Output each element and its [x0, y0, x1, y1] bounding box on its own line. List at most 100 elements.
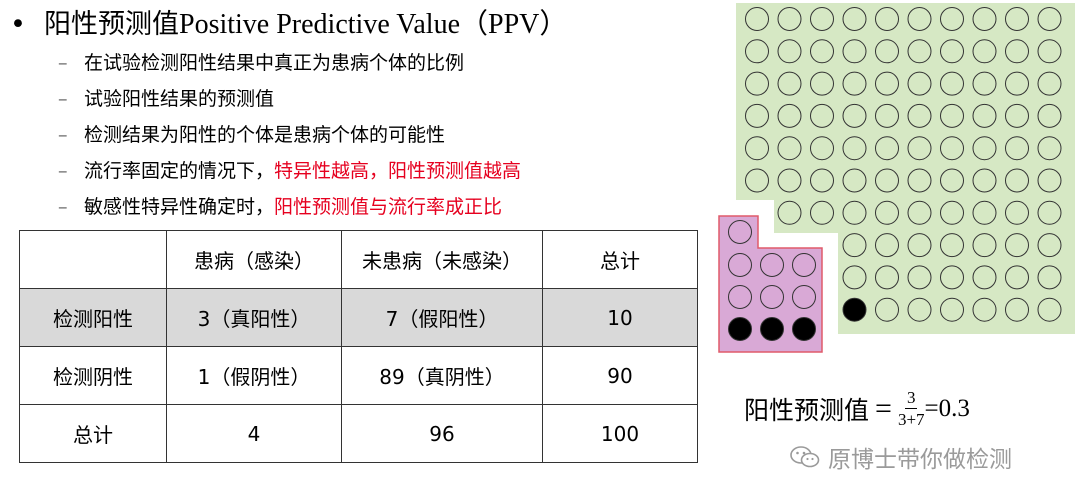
true-negative-dot: [907, 71, 932, 96]
true-negative-dot: [940, 297, 964, 322]
true-negative-dot: [1037, 297, 1062, 322]
dash-marker: –: [58, 88, 68, 110]
true-negative-dot: [972, 265, 997, 290]
formula-label: 阳性预测值: [744, 396, 870, 425]
true-negative-dot: [875, 136, 899, 161]
true-negative-dot: [972, 168, 997, 193]
table-cell: 4: [166, 404, 342, 463]
true-negative-dot: [1005, 168, 1029, 193]
true-negative-dot: [745, 71, 769, 96]
true-negative-dot: [842, 265, 867, 290]
true-negative-dot: [810, 200, 834, 225]
true-negative-dot: [810, 39, 834, 64]
true-negative-dot: [777, 71, 802, 96]
table-cell: 89（真阴性）: [341, 346, 543, 405]
bullet-list: – 在试验检测阳性结果中真正为患病个体的比例 – 试验阳性结果的预测值 – 检测结果为…: [58, 45, 521, 225]
dash-marker: –: [58, 52, 68, 74]
true-negative-dot: [1037, 103, 1062, 128]
bullet-item: – 流行率固定的情况下，特异性越高，阳性预测值越高: [58, 153, 521, 189]
true-negative-dot: [875, 39, 899, 64]
false-positive-dot: [728, 220, 752, 244]
true-negative-dot: [1005, 233, 1029, 258]
true-negative-dot: [842, 233, 867, 258]
true-negative-dot: [940, 233, 964, 258]
false-positive-dot: [760, 285, 784, 309]
watermark-text: 原博士带你做检测: [828, 447, 1012, 473]
true-negative-dot: [745, 103, 769, 128]
slide-title: • 阳性预测值Positive Predictive Value（PPV）: [10, 2, 567, 42]
true-positive-dot: [760, 317, 784, 341]
table-cell: 90: [542, 346, 698, 405]
table-cell: 7（假阳性）: [341, 288, 543, 347]
true-negative-dot: [972, 136, 997, 161]
watermark: 原博士带你做检测: [790, 440, 1012, 474]
true-negative-dot: [907, 200, 932, 225]
bullet-text: 试验阳性结果的预测值: [84, 88, 275, 110]
true-negative-dot: [810, 168, 834, 193]
formula-equals: =: [875, 392, 892, 425]
true-negative-dot: [745, 39, 769, 64]
true-negative-dot: [1005, 136, 1029, 161]
title-bullet: •: [10, 9, 26, 40]
true-negative-dot: [1005, 265, 1029, 290]
true-negative-dot: [972, 103, 997, 128]
false-positive-dot: [792, 253, 816, 277]
true-negative-dot: [1037, 168, 1062, 193]
true-negative-dot: [907, 103, 932, 128]
true-negative-dot: [810, 103, 834, 128]
true-negative-dot: [940, 103, 964, 128]
true-negative-dot: [907, 233, 932, 258]
formula-fraction: 3 3+7: [898, 388, 925, 431]
true-negative-dot: [810, 71, 834, 96]
true-negative-dot: [745, 168, 769, 193]
true-negative-dot: [875, 265, 899, 290]
true-negative-dot: [777, 7, 802, 31]
true-negative-dot: [842, 168, 867, 193]
bullet-item: – 敏感性特异性确定时，阳性预测值与流行率成正比: [58, 189, 521, 225]
formula-denominator: 3+7: [897, 409, 925, 429]
true-negative-dot: [842, 39, 867, 64]
bullet-item: – 试验阳性结果的预测值: [58, 81, 521, 117]
true-negative-dot: [940, 136, 964, 161]
true-negative-dot: [810, 136, 834, 161]
true-negative-dot: [1037, 136, 1062, 161]
true-negative-dot: [810, 7, 834, 31]
true-negative-dot: [1005, 103, 1029, 128]
bullet-text: 敏感性特异性确定时，: [84, 196, 275, 218]
formula-result: =0.3: [924, 395, 970, 422]
true-negative-dot: [1005, 71, 1029, 96]
true-negative-dot: [745, 7, 769, 31]
true-negative-dot: [1005, 39, 1029, 64]
dash-marker: –: [58, 124, 68, 146]
true-negative-dot: [1037, 7, 1062, 31]
false-negative-dot: [842, 297, 867, 322]
false-positive-dot: [728, 285, 752, 309]
bullet-item: – 在试验检测阳性结果中真正为患病个体的比例: [58, 45, 521, 81]
true-negative-dot: [940, 265, 964, 290]
true-positive-dot: [728, 317, 752, 341]
true-negative-dot: [1005, 200, 1029, 225]
bullet-highlight: 阳性预测值与流行率成正比: [274, 196, 503, 218]
true-negative-dot: [940, 168, 964, 193]
true-negative-dot: [745, 136, 769, 161]
table-cell: 总计: [19, 404, 167, 463]
true-negative-dot: [875, 7, 899, 31]
title-en: Positive Predictive Value（PPV）: [179, 9, 568, 40]
true-negative-dot: [875, 168, 899, 193]
true-negative-dot: [972, 233, 997, 258]
table-cell: 1（假阴性）: [166, 346, 342, 405]
true-negative-dot: [907, 265, 932, 290]
true-negative-dot: [972, 7, 997, 31]
true-negative-dot: [1005, 7, 1029, 31]
true-negative-dot: [972, 200, 997, 225]
table-cell: 100: [542, 404, 698, 463]
true-negative-dot: [777, 39, 802, 64]
true-negative-dot: [907, 297, 932, 322]
true-negative-dot: [940, 71, 964, 96]
true-negative-dot: [875, 103, 899, 128]
true-negative-dot: [1037, 200, 1062, 225]
dash-marker: –: [58, 196, 68, 218]
true-negative-dot: [842, 7, 867, 31]
title-cn: 阳性预测值: [44, 9, 179, 40]
true-negative-dot: [777, 168, 802, 193]
